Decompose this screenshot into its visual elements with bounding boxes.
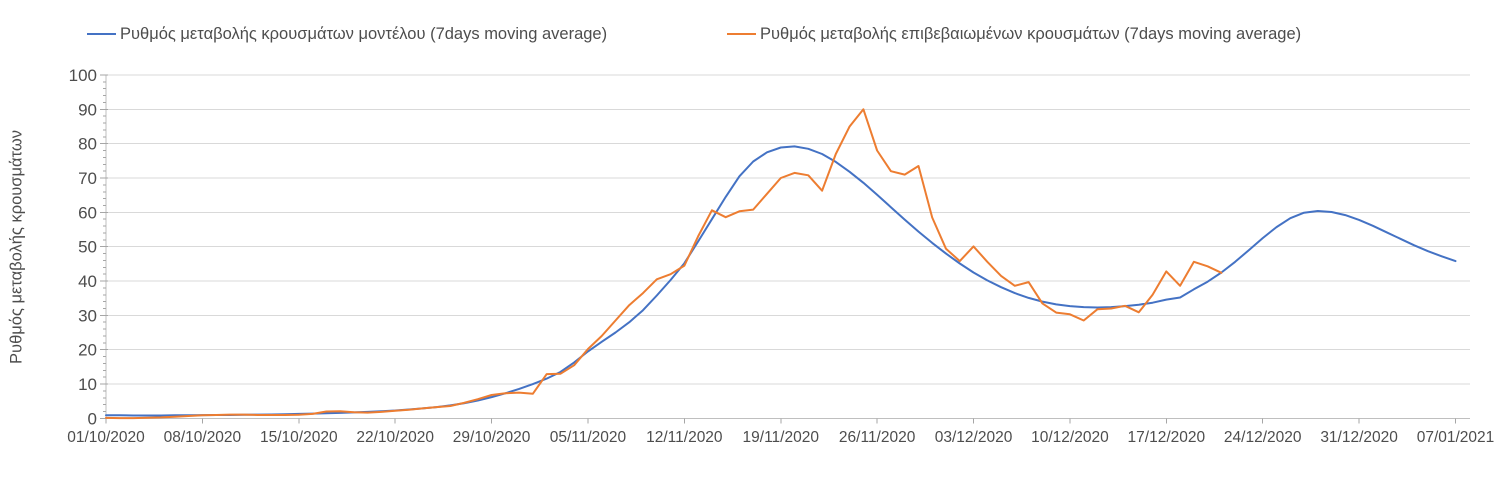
- y-tick-label: 80: [78, 135, 97, 154]
- y-tick-label: 30: [78, 306, 97, 325]
- x-tick-label: 26/11/2020: [839, 429, 916, 446]
- x-tick-label: 15/10/2020: [260, 429, 338, 446]
- x-tick-label: 07/01/2021: [1417, 429, 1495, 446]
- model-series-line: [105, 145, 1457, 417]
- legend: Ρυθμός μεταβολής κρουσμάτων μοντέλου (7d…: [0, 0, 1507, 50]
- y-tick-label: 90: [78, 100, 97, 119]
- legend-label-model: Ρυθμός μεταβολής κρουσμάτων μοντέλου (7d…: [120, 25, 608, 43]
- x-tick-label: 29/10/2020: [453, 429, 531, 446]
- legend-item-model: Ρυθμός μεταβολής κρουσμάτων μοντέλου (7d…: [87, 24, 607, 44]
- y-tick-label: 20: [78, 341, 97, 360]
- y-tick-label: 60: [78, 203, 97, 222]
- x-tick-label: 12/11/2020: [646, 429, 723, 446]
- legend-item-confirmed: Ρυθμός μεταβολής επιβεβαιωμένων κρουσμάτ…: [727, 24, 1301, 44]
- x-tick-label: 31/12/2020: [1320, 429, 1398, 446]
- legend-marker-confirmed: [727, 33, 756, 35]
- x-tick-label: 05/11/2020: [550, 429, 627, 446]
- y-tick-label: 40: [78, 272, 97, 291]
- y-tick-label: 0: [88, 409, 97, 428]
- x-tick-label: 24/12/2020: [1224, 429, 1302, 446]
- y-tick-label: 10: [78, 375, 97, 394]
- x-tick-label: 08/10/2020: [164, 429, 242, 446]
- y-tick-label: 100: [69, 66, 97, 85]
- legend-label-confirmed: Ρυθμός μεταβολής επιβεβαιωμένων κρουσμάτ…: [760, 25, 1302, 43]
- x-tick-label: 22/10/2020: [356, 429, 434, 446]
- y-tick-label: 50: [78, 238, 97, 257]
- x-tick-label: 10/12/2020: [1031, 429, 1109, 446]
- x-tick-label: 01/10/2020: [67, 429, 145, 446]
- x-tick-label: 03/12/2020: [935, 429, 1013, 446]
- confirmed-series-line: [105, 108, 1223, 420]
- y-tick-label: 70: [78, 169, 97, 188]
- legend-marker-model: [87, 33, 116, 35]
- x-tick-label: 19/11/2020: [743, 429, 820, 446]
- x-tick-label: 17/12/2020: [1128, 429, 1206, 446]
